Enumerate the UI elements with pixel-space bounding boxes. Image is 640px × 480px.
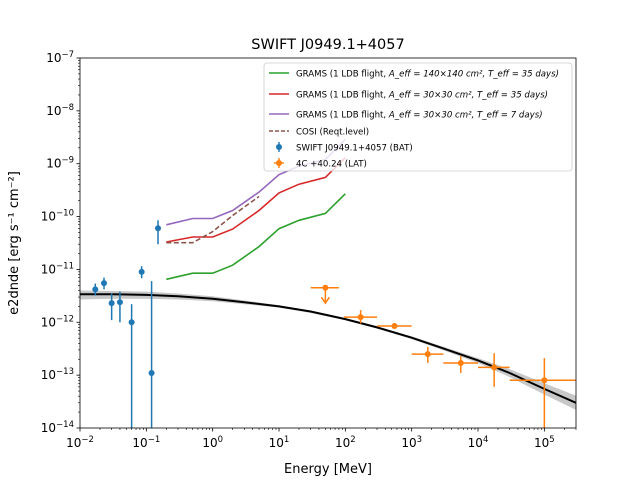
y-tick-label: 10−12 (41, 314, 74, 329)
data-point (148, 281, 155, 428)
data-point (155, 220, 162, 245)
legend: GRAMS (1 LDB flight, A_eff = 140×140 cm²… (263, 62, 573, 172)
point-marker (128, 319, 135, 326)
point-marker (391, 323, 398, 330)
x-tick-label: 10−2 (66, 435, 94, 450)
point-marker (116, 299, 123, 306)
x-tick-label: 103 (401, 435, 422, 450)
point-marker (100, 280, 107, 287)
y-tick-label: 10−10 (41, 209, 74, 224)
data-point (92, 283, 99, 296)
point-marker (357, 314, 364, 321)
legend-entry: SWIFT J0949.1+4057 (BAT) (276, 142, 413, 154)
legend-entry: COSI (Reqt.level) (269, 128, 369, 138)
y-tick-label: 10−13 (41, 367, 74, 382)
x-tick-label: 102 (335, 435, 356, 450)
x-tick-label: 105 (534, 435, 555, 450)
axis-ticks-layer (76, 57, 577, 432)
point-marker (541, 377, 548, 384)
x-tick-label: 10−1 (132, 435, 160, 450)
x-tick-labels: 10−2 10−1 100 101 102 103 104 105 (66, 435, 555, 450)
y-tick-label: 10−14 (41, 420, 74, 435)
point-marker (322, 284, 329, 291)
point-marker (148, 369, 155, 376)
legend-marker-swatch (276, 160, 282, 166)
x-tick-label: 104 (468, 435, 489, 450)
point-marker (457, 359, 464, 366)
legend-entry: GRAMS (1 LDB flight, A_eff = 30×30 cm², … (269, 111, 543, 121)
data-point (138, 266, 145, 279)
legend-label: GRAMS (1 LDB flight, A_eff = 140×140 cm²… (296, 70, 559, 80)
data-point (128, 304, 135, 428)
data-point (343, 310, 377, 324)
point-marker (92, 286, 99, 293)
y-axis-label: e2dnde [erg s⁻¹ cm⁻²] (7, 171, 22, 315)
legend-label: COSI (Reqt.level) (296, 128, 369, 138)
plot-area (80, 138, 576, 428)
data-point (310, 284, 339, 305)
series-line-0 (166, 193, 346, 281)
series-line-1 (166, 157, 346, 243)
y-tick-label: 10−11 (41, 261, 74, 276)
point-marker (424, 351, 431, 358)
data-point (443, 356, 479, 373)
chart-title: SWIFT J0949.1+4057 (251, 37, 404, 53)
point-marker (491, 364, 498, 371)
x-axis-label: Energy [MeV] (284, 462, 372, 477)
data-point (100, 277, 107, 290)
legend-label: GRAMS (1 LDB flight, A_eff = 30×30 cm², … (296, 111, 543, 121)
upper-limit-arrow (320, 296, 330, 305)
point-marker (155, 225, 162, 232)
legend-label: 4C +40.24 (LAT) (296, 160, 367, 170)
data-point (376, 323, 412, 330)
data-points-layer (92, 220, 576, 428)
x-tick-label: 101 (269, 435, 290, 450)
data-point (411, 347, 444, 363)
y-tick-label: 10−7 (46, 50, 74, 65)
point-marker (138, 268, 145, 275)
x-tick-label: 100 (202, 435, 223, 450)
y-tick-label: 10−8 (46, 103, 74, 118)
series-line-3 (166, 195, 260, 244)
data-point (116, 291, 123, 323)
y-tick-label: 10−9 (46, 156, 74, 171)
legend-entry: GRAMS (1 LDB flight, A_eff = 30×30 cm², … (269, 91, 548, 101)
point-marker (108, 300, 115, 307)
data-point (108, 293, 115, 321)
legend-label: GRAMS (1 LDB flight, A_eff = 30×30 cm², … (296, 91, 548, 101)
data-point (509, 358, 576, 428)
y-tick-labels: 10−14 10−13 10−12 10−11 10−10 10−9 10−8 10−7 (41, 50, 74, 435)
legend-box (263, 62, 573, 172)
legend-entry: 4C +40.24 (LAT) (274, 158, 367, 170)
legend-marker-swatch (276, 144, 282, 150)
data-point (478, 353, 510, 387)
plot-frame (79, 57, 577, 429)
legend-label: SWIFT J0949.1+4057 (BAT) (296, 144, 413, 154)
legend-entry: GRAMS (1 LDB flight, A_eff = 140×140 cm²… (269, 70, 559, 80)
